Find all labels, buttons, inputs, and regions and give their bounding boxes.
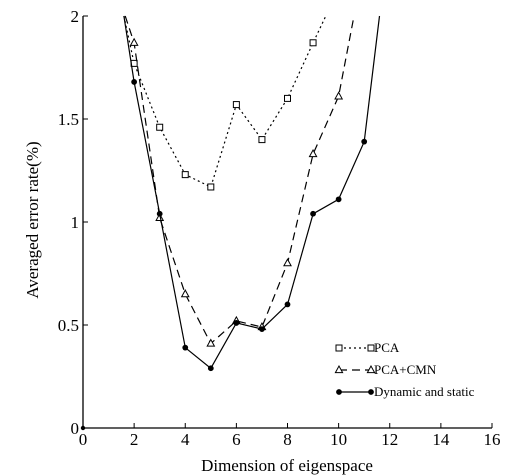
- legend-marker: [334, 364, 344, 374]
- triangle-series-line: [124, 15, 355, 345]
- circle-marker: [284, 301, 291, 308]
- x-tick-label: 16: [484, 430, 501, 449]
- square-marker: [207, 183, 215, 191]
- triangle-marker: [129, 37, 139, 46]
- circle-marker: [207, 365, 214, 372]
- triangle-series: [124, 15, 355, 347]
- legend-marker: [366, 364, 376, 374]
- circle-marker: [182, 344, 189, 351]
- ticks: 0 2 4 6 8 10 12 14 16 0 0.5 1 1.5 2: [58, 7, 501, 449]
- x-tick-label: 12: [381, 430, 398, 449]
- circle-series-line: [123, 15, 381, 370]
- square-marker: [309, 39, 317, 47]
- triangle-marker: [334, 91, 344, 100]
- square-series-line: [123, 15, 327, 188]
- y-tick-label: 2: [71, 7, 80, 26]
- triangle-marker: [155, 212, 165, 221]
- x-tick-label: 2: [130, 430, 139, 449]
- x-tick-label: 4: [181, 430, 190, 449]
- square-marker: [181, 171, 189, 179]
- legend-label: Dynamic and static: [374, 384, 475, 399]
- y-tick-label: 0.5: [58, 316, 79, 335]
- x-tick-label: 10: [330, 430, 347, 449]
- triangle-marker: [283, 258, 292, 267]
- legend-item: PCA+CMN: [334, 362, 437, 377]
- x-tick-label: 8: [283, 430, 292, 449]
- x-tick-label: 0: [79, 430, 88, 449]
- x-tick-label: 14: [432, 430, 450, 449]
- legend-label: PCA: [374, 340, 400, 355]
- triangle-marker: [308, 148, 318, 158]
- legend-marker: [367, 344, 375, 352]
- circle-marker: [259, 326, 265, 333]
- square-marker: [258, 136, 266, 144]
- circle-marker: [156, 210, 163, 217]
- y-tick-label: 0: [71, 419, 80, 438]
- circle-marker: [335, 196, 342, 203]
- circle-marker: [131, 79, 138, 85]
- square-marker: [232, 101, 240, 109]
- legend-item: PCA: [335, 340, 400, 355]
- square-series: [123, 15, 327, 191]
- series-layer: [80, 15, 381, 431]
- circle-marker: [233, 320, 240, 326]
- y-axis-title: Averaged error rate(%): [23, 141, 42, 298]
- triangle-marker: [180, 289, 190, 298]
- legend-label: PCA+CMN: [374, 362, 437, 377]
- legend-marker: [336, 389, 342, 395]
- square-marker: [284, 94, 291, 102]
- legend-item: Dynamic and static: [336, 384, 475, 399]
- x-tick-label: 6: [232, 430, 241, 449]
- x-axis-title: Dimension of eigenspace: [201, 456, 373, 475]
- legend: PCA PCA+CMN Dynamic and static: [334, 340, 475, 399]
- square-marker: [156, 123, 164, 131]
- legend-marker: [368, 389, 374, 395]
- legend-marker: [335, 344, 343, 352]
- circle-marker: [310, 210, 316, 217]
- y-tick-label: 1.5: [58, 110, 79, 129]
- origin-point: [80, 425, 86, 431]
- circle-marker: [361, 138, 368, 145]
- y-tick-label: 1: [71, 213, 80, 232]
- circle-series: [123, 15, 381, 372]
- triangle-marker: [206, 338, 216, 347]
